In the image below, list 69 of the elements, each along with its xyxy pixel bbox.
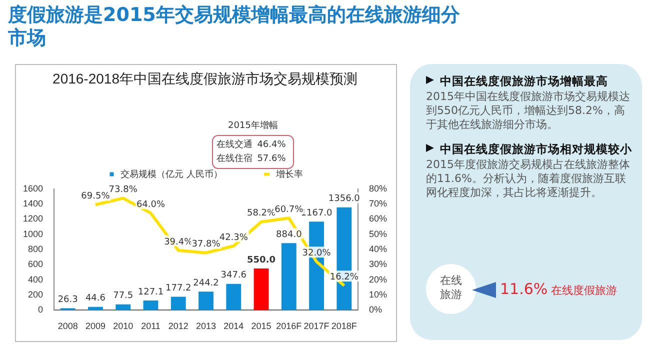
data-label: 58.2% bbox=[246, 208, 276, 219]
y-tick-label: 600 bbox=[28, 259, 44, 270]
y-tick-label: 200 bbox=[28, 290, 44, 300]
text: 在线旅游 bbox=[439, 274, 463, 302]
data-label: 44.6 bbox=[85, 294, 106, 304]
x-tick-label: 2010 bbox=[113, 321, 134, 332]
data-label: 73.8% bbox=[108, 185, 138, 196]
y2-tick-label: 80% bbox=[368, 183, 387, 194]
x-tick-label: 2011 bbox=[141, 321, 160, 332]
x-tick-label: 2009 bbox=[85, 321, 106, 332]
bar bbox=[226, 284, 242, 310]
data-label: 69.5% bbox=[81, 192, 110, 202]
data-label: 32.0% bbox=[302, 248, 332, 258]
y-tick-label: 400 bbox=[28, 274, 44, 284]
y2-tick-label: 0% bbox=[368, 304, 382, 315]
text: 2015年中国在线度假旅游市场交易规模达到550亿元人民币，增幅达到58.2%，高于其他在线旅游细分市场。 bbox=[426, 90, 631, 132]
data-label: 177.2 bbox=[165, 284, 192, 294]
data-label: 550.0 bbox=[247, 255, 276, 266]
data-label: 64.0% bbox=[136, 200, 166, 210]
data-label: 60.7% bbox=[274, 204, 304, 215]
y2-tick-label: 50% bbox=[368, 228, 387, 239]
x-tick-label: 2013 bbox=[196, 321, 216, 332]
text: 2015年增幅 bbox=[227, 120, 279, 132]
y-tick-label: 1600 bbox=[22, 183, 44, 194]
y-tick-label: 1000 bbox=[22, 228, 44, 239]
data-label: 39.4% bbox=[164, 237, 194, 248]
y2-tick-label: 60% bbox=[368, 214, 387, 224]
y-tick-label: 1400 bbox=[22, 198, 44, 208]
text: 在线度假旅游 bbox=[551, 284, 618, 297]
x-tick-label: 2017F bbox=[304, 321, 330, 332]
data-label: 347.6 bbox=[220, 270, 247, 281]
bar bbox=[198, 292, 214, 310]
x-tick-label: 2012 bbox=[168, 321, 188, 332]
bar bbox=[281, 243, 296, 310]
data-label: 127.1 bbox=[138, 287, 164, 298]
y2-tick-label: 10% bbox=[368, 290, 387, 300]
y2-tick-label: 40% bbox=[368, 244, 387, 254]
x-tick-label: 2016F bbox=[276, 321, 302, 332]
x-tick-label: 2008 bbox=[58, 321, 78, 332]
x-tick-label: 2014 bbox=[224, 321, 244, 332]
data-label: 244.2 bbox=[193, 278, 219, 289]
data-label: 42.3% bbox=[219, 232, 248, 243]
text: 中国在线度假旅游市场相对规模较小 bbox=[440, 142, 632, 156]
legend-label: 增长率 bbox=[274, 168, 303, 179]
text: 中国在线度假旅游市场增幅最高 bbox=[440, 74, 608, 88]
data-label: 37.8% bbox=[192, 240, 221, 250]
y2-tick-label: 70% bbox=[368, 198, 387, 208]
bar bbox=[143, 300, 158, 310]
bar bbox=[170, 296, 186, 310]
chart-title: 度假旅游是2015年交易规模增幅最高的在线旅游细分市场 bbox=[8, 4, 461, 50]
y-tick-label: 0 bbox=[38, 304, 44, 315]
bar bbox=[254, 268, 269, 310]
y2-tick-label: 20% bbox=[368, 274, 387, 284]
data-label: 884.0 bbox=[276, 230, 302, 240]
data-label: 26.3 bbox=[58, 295, 78, 306]
data-label: 16.2% bbox=[330, 272, 359, 282]
chart-subtitle: 2016-2018年中国在线度假旅游市场交易规模预测 bbox=[52, 70, 358, 86]
data-label: 1356.0 bbox=[328, 194, 360, 204]
legend-label: 交易规模（亿元 人民币） bbox=[120, 168, 222, 179]
y-tick-label: 800 bbox=[28, 244, 44, 254]
data-label: 77.5 bbox=[113, 291, 134, 302]
x-tick-label: 2015 bbox=[251, 321, 272, 332]
text: 2015年度假旅游交易规模占在线旅游整体的11.6%。分析认为，随着度假旅游互联网化程度加深，其占比将逐渐提升。 bbox=[426, 158, 631, 200]
y-tick-label: 1200 bbox=[22, 214, 44, 224]
callout-frame: 在线交通 46.4% 在线住宿 57.6% bbox=[212, 135, 294, 169]
bar bbox=[116, 304, 131, 310]
y2-tick-label: 30% bbox=[368, 259, 387, 270]
text: 11.6% bbox=[500, 280, 548, 298]
x-tick-label: 2018F bbox=[331, 321, 358, 332]
